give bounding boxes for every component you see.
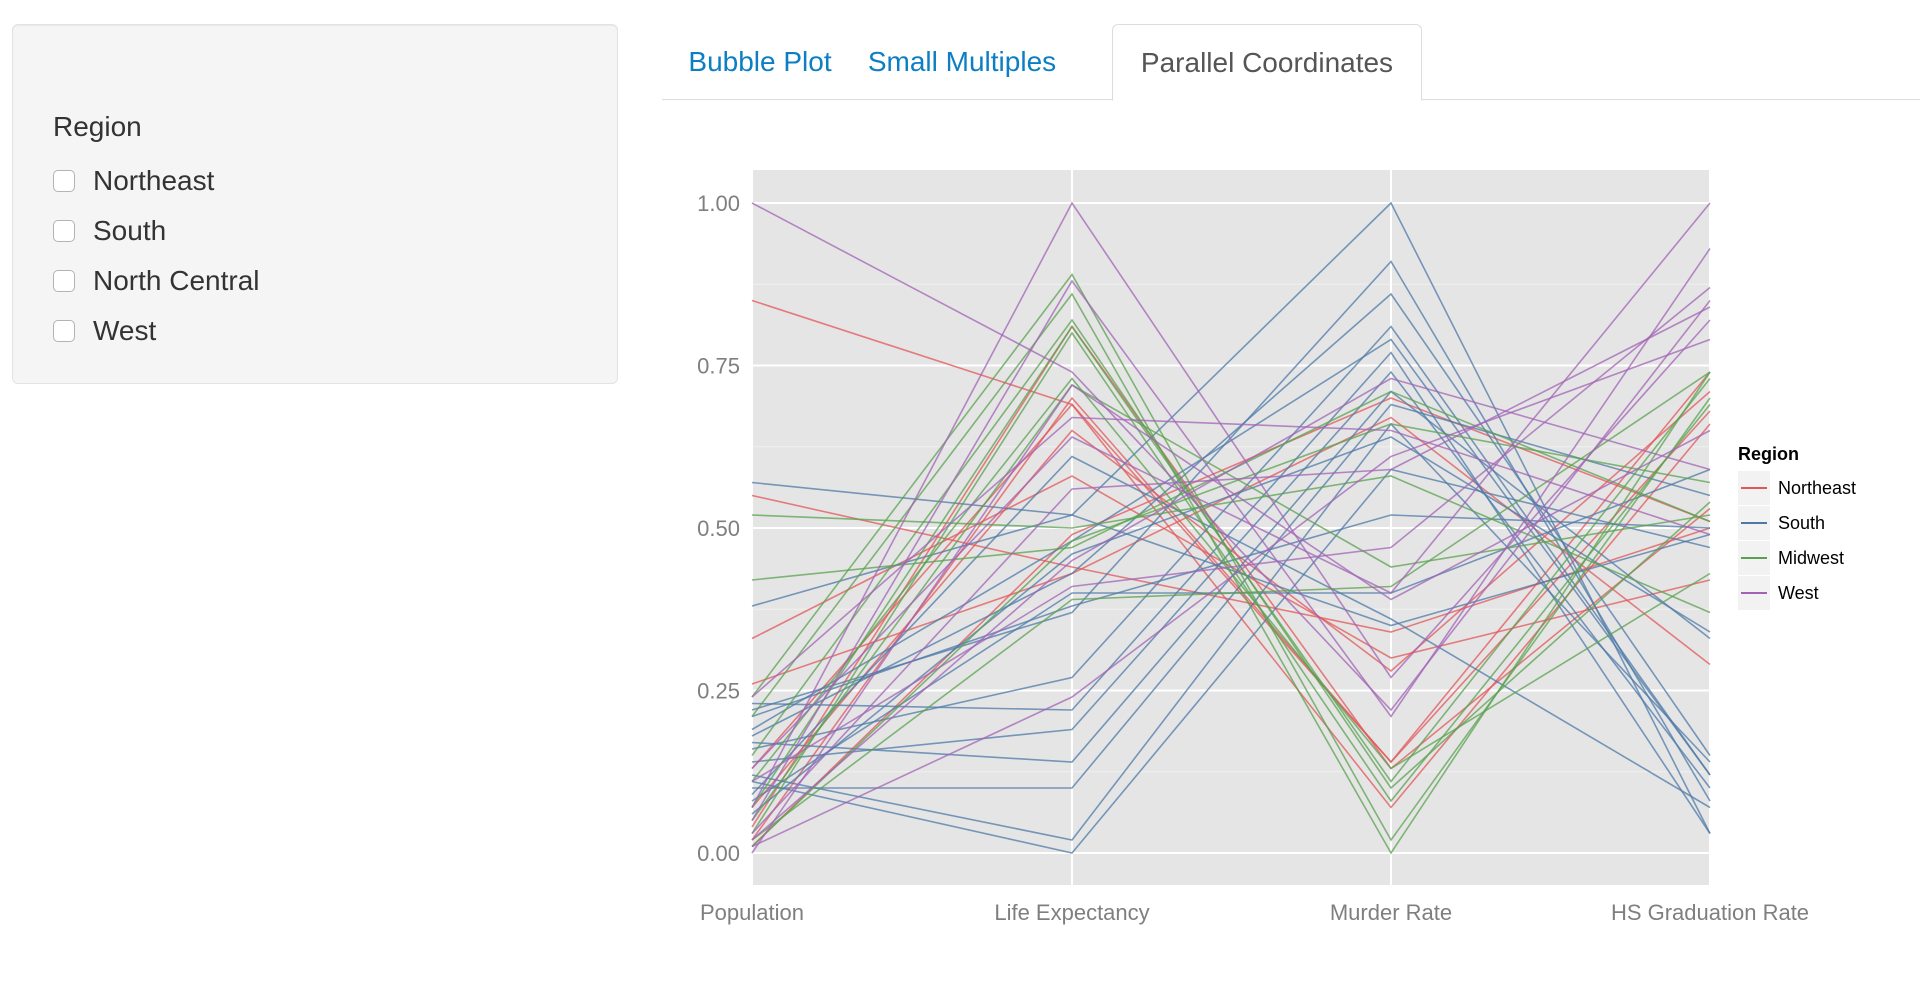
series-line-midwest bbox=[751, 377, 1711, 782]
series-line-northeast bbox=[751, 397, 1711, 848]
filter-panel: Region Northeast South North Central Wes… bbox=[12, 24, 618, 384]
series-line-midwest bbox=[751, 475, 1711, 614]
series-line-midwest bbox=[751, 371, 1711, 841]
x-axis-label: HS Graduation Rate bbox=[1611, 900, 1809, 925]
series-line-west bbox=[751, 286, 1711, 783]
checkbox-south-label[interactable]: South bbox=[93, 215, 167, 246]
x-axis-label: Population bbox=[700, 900, 804, 925]
y-tick-label: 0.25 bbox=[697, 679, 740, 704]
x-axis-label: Murder Rate bbox=[1330, 900, 1452, 925]
legend-title: Region bbox=[1738, 444, 1799, 464]
y-tick-label: 0.00 bbox=[697, 841, 740, 866]
legend-label-south: South bbox=[1778, 513, 1825, 533]
checkbox-west[interactable]: West bbox=[53, 311, 156, 351]
y-tick-label: 0.75 bbox=[697, 354, 740, 379]
x-axis-labels: Population Life Expectancy Murder Rate HS G… bbox=[700, 900, 1809, 925]
checkbox-south[interactable]: South bbox=[53, 211, 166, 251]
x-axis-label: Life Expectancy bbox=[994, 900, 1149, 925]
series-line-west bbox=[751, 377, 1711, 841]
y-tick-label: 0.50 bbox=[697, 516, 740, 541]
series-line-west bbox=[751, 338, 1711, 848]
y-tick-label: 1.00 bbox=[697, 191, 740, 216]
checkbox-northeast-label[interactable]: Northeast bbox=[93, 165, 215, 196]
data-lines bbox=[751, 201, 1711, 855]
tab-bar: Bubble Plot Small Multiples Parallel Coo… bbox=[662, 24, 1920, 101]
series-line-northeast bbox=[751, 299, 1711, 764]
checkbox-west-label[interactable]: West bbox=[93, 315, 157, 346]
checkbox-northeast[interactable]: Northeast bbox=[53, 161, 214, 201]
region-filter-label: Region bbox=[53, 111, 142, 142]
checkbox-north-central[interactable]: North Central bbox=[53, 261, 260, 301]
legend: Region Northeast South Midwest West bbox=[1738, 444, 1856, 610]
series-line-south bbox=[751, 422, 1711, 841]
series-line-south bbox=[751, 468, 1711, 854]
series-line-midwest bbox=[751, 423, 1711, 848]
checkbox-north-central-box[interactable] bbox=[53, 270, 75, 292]
legend-label-midwest: Midwest bbox=[1778, 548, 1844, 568]
series-line-midwest bbox=[751, 273, 1711, 842]
tab-bubble-plot[interactable]: Bubble Plot bbox=[688, 46, 832, 77]
series-line-west bbox=[751, 306, 1711, 835]
series-line-midwest bbox=[751, 325, 1711, 808]
parallel-coordinates-chart: 0.00 0.25 0.50 0.75 1.00 Population Life Expe… bbox=[697, 170, 1856, 925]
legend-label-west: West bbox=[1778, 583, 1819, 603]
checkbox-northeast-box[interactable] bbox=[53, 170, 75, 192]
tab-parallel-coordinates[interactable]: Parallel Coordinates bbox=[1112, 24, 1422, 101]
tab-small-multiples[interactable]: Small Multiples bbox=[867, 46, 1057, 77]
checkbox-west-box[interactable] bbox=[53, 320, 75, 342]
series-line-south bbox=[751, 292, 1711, 756]
legend-label-northeast: Northeast bbox=[1778, 478, 1856, 498]
series-line-west bbox=[751, 202, 1711, 712]
series-line-northeast bbox=[751, 403, 1711, 809]
series-line-west bbox=[751, 383, 1711, 854]
series-line-south bbox=[751, 201, 1711, 834]
series-line-south bbox=[752, 403, 1711, 789]
checkbox-south-box[interactable] bbox=[53, 220, 75, 242]
series-line-northeast bbox=[751, 325, 1711, 828]
series-line-south bbox=[751, 455, 1711, 809]
series-line-west bbox=[751, 201, 1711, 808]
checkbox-north-central-label[interactable]: North Central bbox=[93, 265, 260, 296]
y-axis-ticks: 0.00 0.25 0.50 0.75 1.00 bbox=[697, 191, 740, 866]
series-line-west bbox=[751, 248, 1711, 821]
